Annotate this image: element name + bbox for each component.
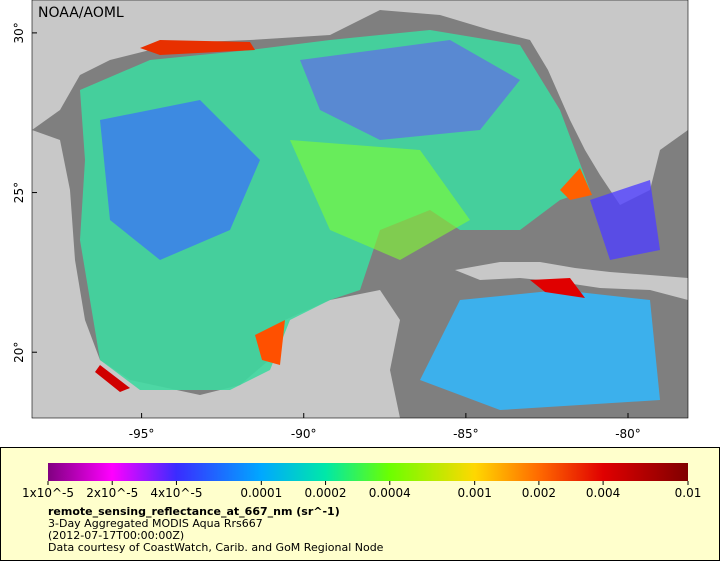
coastal-high — [140, 40, 255, 55]
x-tick-label: -95° — [129, 427, 155, 441]
land-mexico — [32, 130, 400, 418]
land-north — [32, 0, 688, 205]
legend-variable: remote_sensing_reflectance_at_667_nm (sr… — [48, 505, 340, 518]
colorbar-tick-label: 0.001 — [457, 486, 491, 500]
x-tick-label: -85° — [453, 427, 479, 441]
reflectance-field — [590, 180, 660, 260]
map-frame — [31, 0, 689, 419]
coastal-high — [95, 365, 130, 392]
coastal-high — [255, 320, 285, 365]
colorbar-ticks: 1x10^-5 2x10^-5 4x10^-5 0.0001 0.0002 0.0004 0… — [22, 481, 701, 500]
y-tick-label: 25° — [12, 182, 26, 203]
colorbar-tick-label: 0.002 — [522, 486, 556, 500]
colorbar-tick-label: 4x10^-5 — [150, 486, 202, 500]
reflectance-field — [420, 290, 660, 410]
colorbar-tick-label: 0.0002 — [305, 486, 347, 500]
reflectance-field — [100, 100, 260, 260]
reflectance-field — [290, 140, 470, 260]
reflectance-field — [300, 40, 520, 140]
legend-line: (2012-07-17T00:00:00Z) — [48, 529, 184, 542]
colorbar-tick-label: 0.0004 — [369, 486, 411, 500]
coastal-high — [530, 278, 585, 298]
map-area — [32, 0, 688, 418]
y-tick-label: 30° — [12, 22, 26, 43]
map-title: NOAA/AOML — [38, 5, 124, 21]
legend-line: Data courtesy of CoastWatch, Carib. and … — [48, 541, 384, 554]
x-tick-label: -80° — [615, 427, 641, 441]
y-tick-label: 20° — [12, 342, 26, 363]
coastal-high — [560, 168, 592, 200]
colorbar-tick-label: 2x10^-5 — [86, 486, 138, 500]
x-tick-label: -90° — [291, 427, 317, 441]
colorbar-tick-label: 1x10^-5 — [22, 486, 74, 500]
colorbar-tick-label: 0.0001 — [240, 486, 282, 500]
axes: -95° -90° -85° -80° 20° 25° 30° — [12, 22, 641, 441]
colorbar-tick-label: 0.01 — [675, 486, 702, 500]
colorbar-tick-label: 0.004 — [586, 486, 620, 500]
legend-line: 3-Day Aggregated MODIS Aqua Rrs667 — [48, 517, 263, 530]
colorbar — [48, 463, 688, 481]
